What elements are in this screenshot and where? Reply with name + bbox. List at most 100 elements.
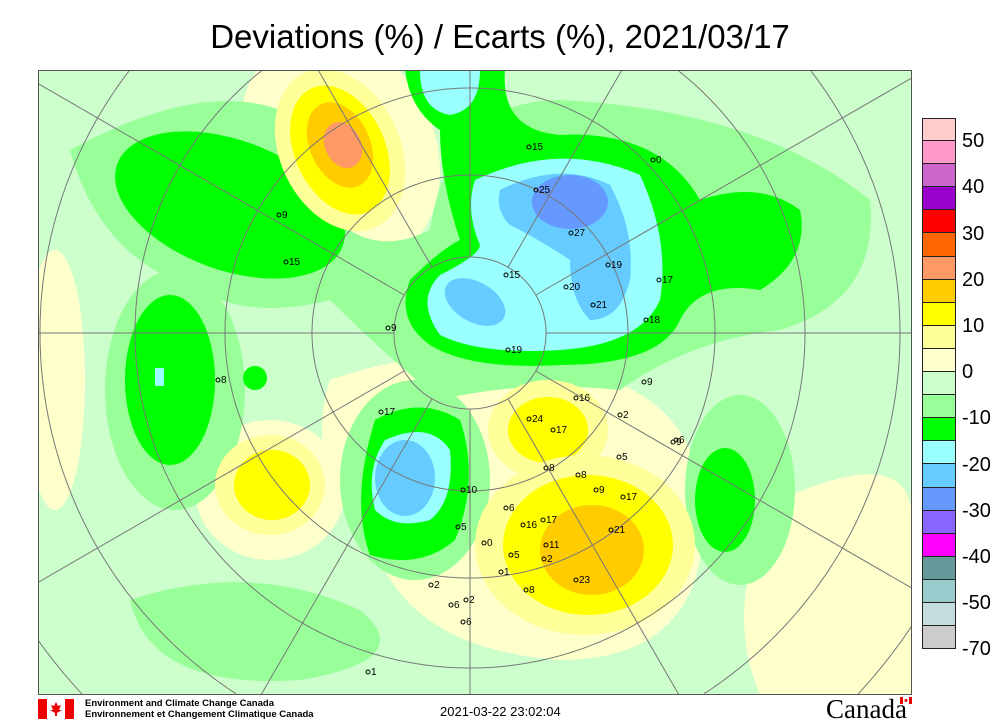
legend-bin (922, 602, 956, 627)
legend-bin (922, 187, 956, 211)
station-marker (573, 395, 579, 401)
station-value: 16 (579, 393, 591, 404)
meridian-line (38, 370, 405, 583)
station-marker (541, 556, 547, 562)
station-marker (620, 494, 626, 500)
station-marker (563, 284, 569, 290)
latitude-circle (38, 625, 912, 695)
legend-bin (922, 533, 956, 557)
canada-wordmark: Canada (826, 694, 907, 724)
legend-bin (922, 441, 956, 465)
station-marker (543, 465, 549, 471)
organization-name: Environment and Climate Change Canada En… (85, 698, 314, 720)
station-value: 2 (434, 580, 440, 591)
station-marker (575, 472, 581, 478)
legend-bin (922, 118, 956, 142)
station-value: 0 (487, 538, 493, 549)
station-value: 21 (596, 300, 608, 311)
station-value: 15 (509, 270, 521, 281)
station-marker (526, 416, 532, 422)
station-value: 9 (676, 437, 682, 448)
legend-label: 50 (962, 130, 985, 153)
station-marker (215, 377, 221, 383)
station-value: 5 (622, 452, 628, 463)
station-marker (283, 259, 289, 265)
station-value: 15 (532, 142, 544, 153)
station-marker (608, 527, 614, 533)
canada-flag-logo (38, 699, 74, 719)
legend-label: 30 (962, 222, 985, 245)
chart-title: Deviations (%) / Ecarts (%), 2021/03/17 (210, 18, 790, 55)
station-value: 8 (581, 470, 587, 481)
meridian-line (535, 370, 912, 589)
station-marker (650, 157, 656, 163)
station-value: 24 (532, 414, 544, 425)
legend-label: -50 (962, 592, 991, 615)
meridian-line (507, 70, 623, 268)
station-marker (481, 540, 487, 546)
station-marker (523, 587, 529, 593)
station-value: 5 (461, 522, 467, 533)
station-marker (505, 347, 511, 353)
station-value: 19 (611, 260, 623, 271)
station-value: 19 (511, 345, 523, 356)
station-value: 6 (466, 617, 472, 628)
station-marker (460, 487, 466, 493)
legend-bin (922, 487, 956, 511)
station-marker (455, 524, 461, 530)
station-marker (643, 317, 649, 323)
station-value: 23 (579, 575, 591, 586)
meridian-line (38, 83, 405, 296)
station-marker (460, 619, 466, 625)
station-value: 2 (469, 595, 475, 606)
legend-bin (922, 556, 956, 580)
station-marker (365, 669, 371, 675)
legend-bin (922, 325, 956, 349)
station-value: 9 (647, 377, 653, 388)
station-value: 18 (649, 315, 661, 326)
legend-bin (922, 256, 956, 280)
station-value: 5 (514, 550, 520, 561)
legend-label: -40 (962, 545, 991, 568)
latitude-circle (39, 70, 901, 695)
station-marker (656, 277, 662, 283)
station-value: 27 (574, 228, 586, 239)
wordmark-flag-icon (900, 697, 912, 704)
color-legend: 50 40 30 20 10 0 -10 -20 -30 -40 -50 -70 (922, 118, 991, 660)
legend-bin (922, 626, 956, 650)
station-marker (508, 552, 514, 558)
station-value: 0 (656, 155, 662, 166)
legend-bin (922, 233, 956, 257)
legend-bin (922, 579, 956, 603)
legend-bin (922, 395, 956, 419)
station-value: 8 (529, 585, 535, 596)
legend-label: -20 (962, 453, 991, 476)
station-marker (540, 517, 546, 523)
meridian-line (507, 398, 680, 695)
station-value: 20 (569, 282, 581, 293)
legend-bin (922, 164, 956, 188)
station-value: 2 (547, 554, 553, 565)
station-value: 25 (539, 185, 551, 196)
station-marker (616, 454, 622, 460)
station-value: 17 (546, 515, 558, 526)
station-marker (605, 262, 611, 268)
legend-label: 10 (962, 314, 985, 337)
station-value: 8 (221, 375, 227, 386)
meridian-line (260, 398, 433, 695)
station-value: 9 (282, 210, 288, 221)
legend-label: -30 (962, 499, 991, 522)
meridian-line (535, 77, 912, 296)
station-value: 1 (504, 567, 510, 578)
station-marker (526, 144, 532, 150)
station-marker (617, 412, 623, 418)
legend-bin (922, 510, 956, 534)
station-marker (385, 325, 391, 331)
station-value: 1 (371, 667, 377, 678)
station-marker (533, 187, 539, 193)
station-marker (590, 302, 596, 308)
station-value: 9 (599, 485, 605, 496)
station-value: 6 (454, 600, 460, 611)
station-marker (543, 542, 549, 548)
